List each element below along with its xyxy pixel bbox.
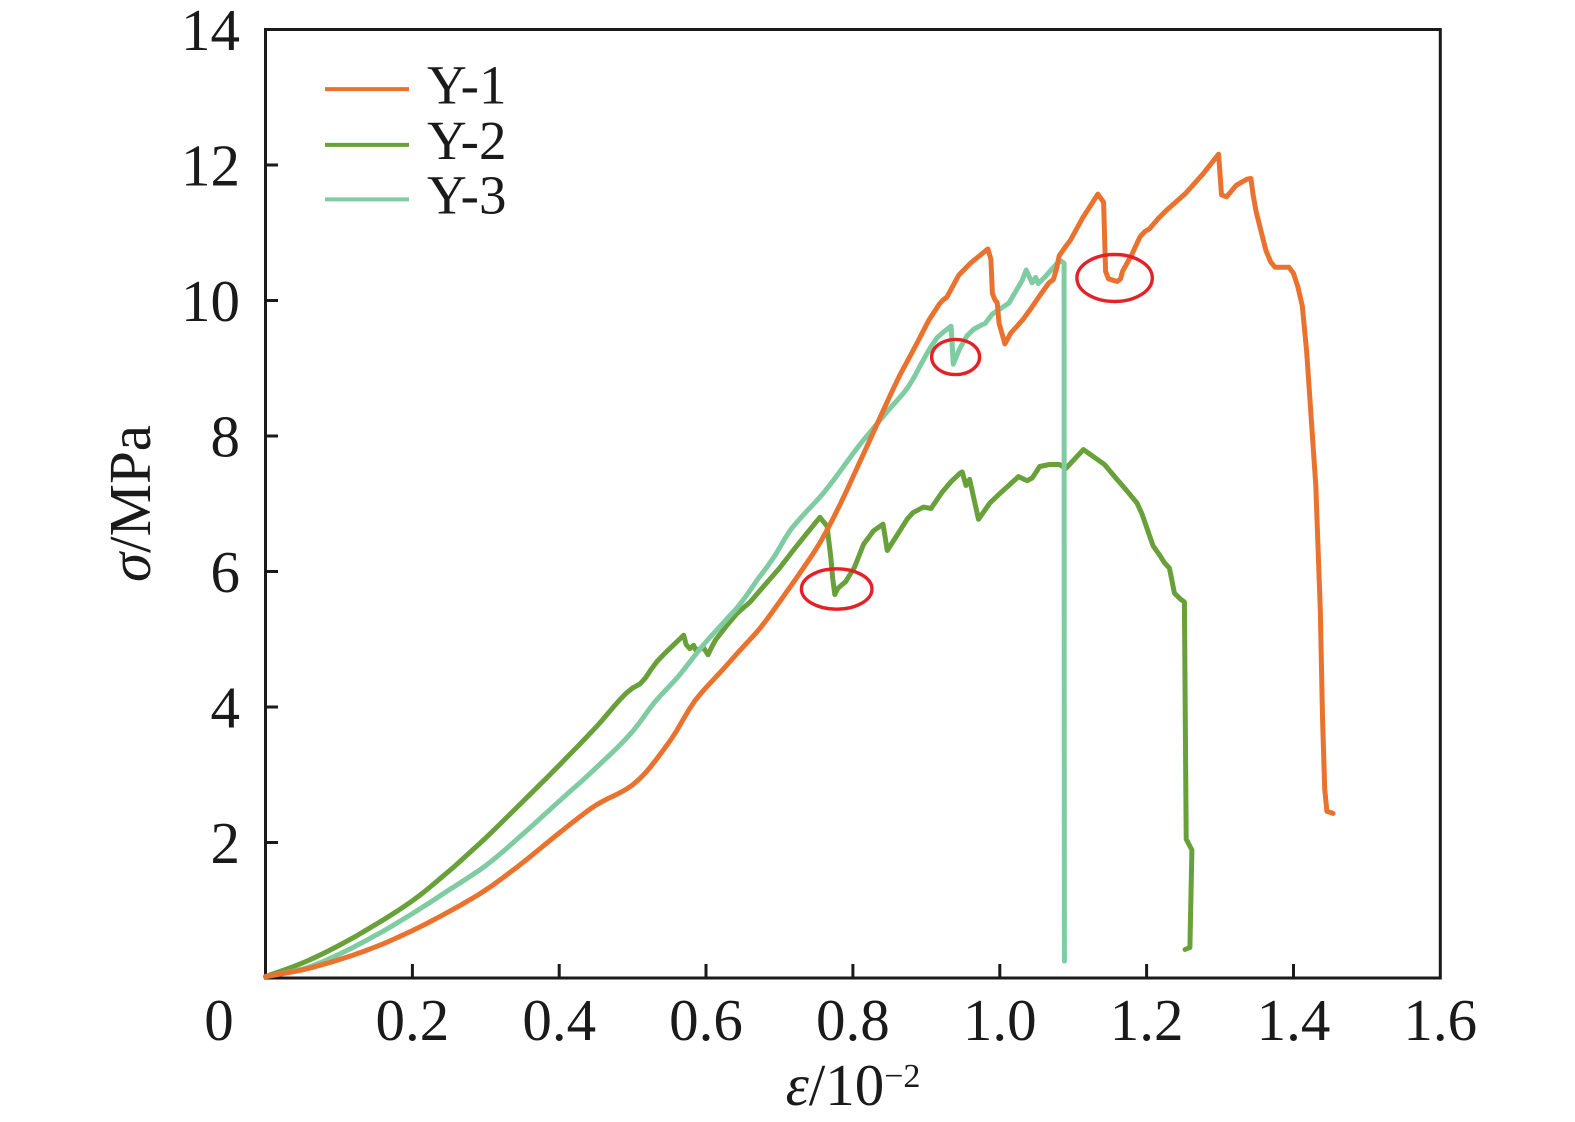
svg-text:8: 8 (211, 404, 241, 470)
svg-text:1.0: 1.0 (963, 987, 1037, 1053)
svg-text:ε/10−2: ε/10−2 (786, 1052, 921, 1118)
svg-text:12: 12 (181, 133, 240, 199)
svg-text:2: 2 (211, 810, 241, 876)
svg-text:6: 6 (211, 539, 241, 605)
svg-text:0.2: 0.2 (376, 987, 450, 1053)
svg-text:10: 10 (181, 268, 240, 334)
svg-text:0.4: 0.4 (522, 987, 596, 1053)
svg-text:1.2: 1.2 (1110, 987, 1184, 1053)
svg-text:4: 4 (211, 675, 241, 741)
svg-text:Y-2: Y-2 (427, 110, 506, 171)
svg-text:14: 14 (181, 0, 240, 63)
svg-text:0: 0 (204, 987, 234, 1053)
svg-text:Y-1: Y-1 (427, 55, 506, 116)
svg-text:1.4: 1.4 (1257, 987, 1331, 1053)
svg-text:0.8: 0.8 (816, 987, 890, 1053)
svg-text:0.6: 0.6 (669, 987, 743, 1053)
svg-text:σ/MPa: σ/MPa (97, 425, 163, 582)
svg-text:Y-3: Y-3 (427, 164, 506, 225)
svg-text:1.6: 1.6 (1403, 987, 1477, 1053)
